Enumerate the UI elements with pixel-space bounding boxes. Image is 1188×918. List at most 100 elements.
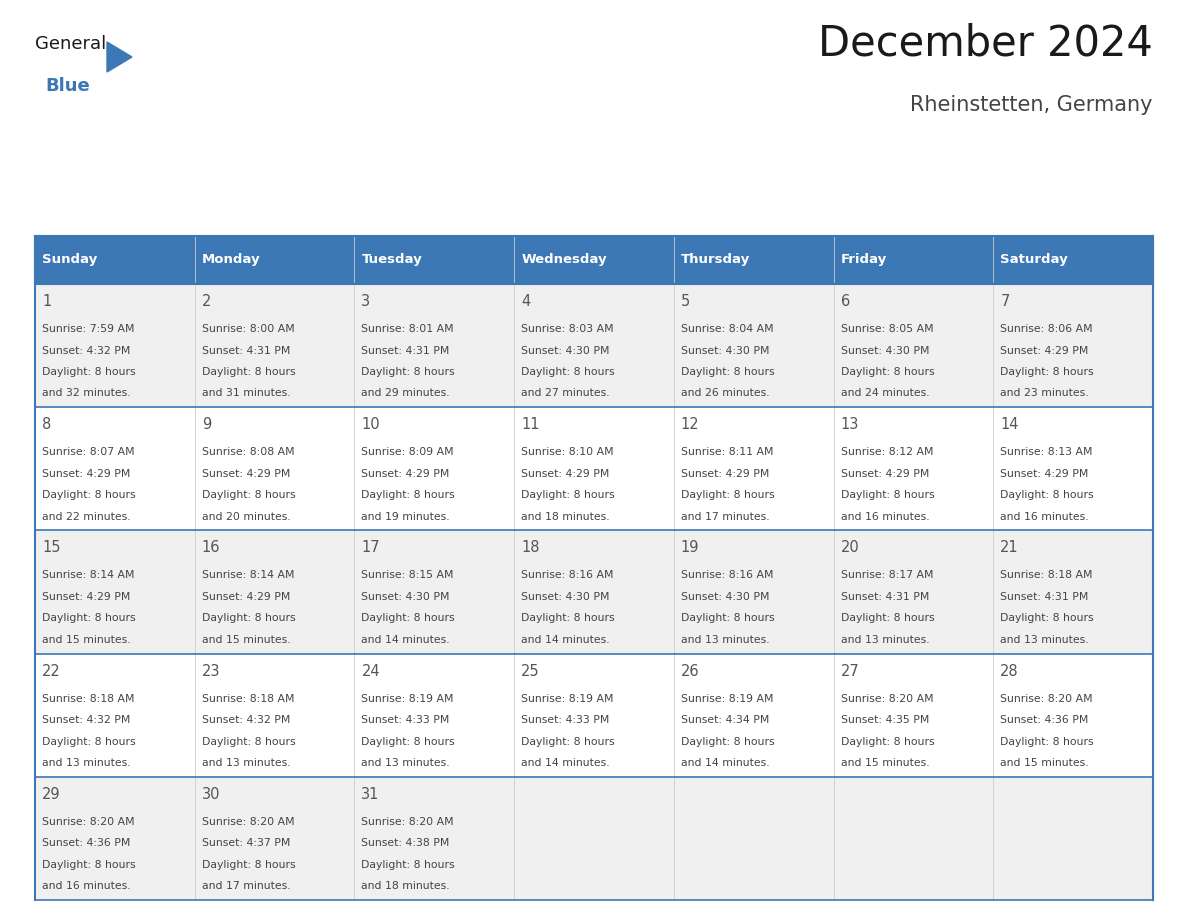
Text: Sunset: 4:29 PM: Sunset: 4:29 PM <box>361 469 450 478</box>
Text: and 15 minutes.: and 15 minutes. <box>42 635 131 645</box>
Text: and 32 minutes.: and 32 minutes. <box>42 388 131 398</box>
Text: Sunrise: 8:07 AM: Sunrise: 8:07 AM <box>42 447 134 457</box>
Text: Wednesday: Wednesday <box>522 253 607 266</box>
Text: Sunrise: 8:19 AM: Sunrise: 8:19 AM <box>361 694 454 703</box>
Text: Sunrise: 8:20 AM: Sunrise: 8:20 AM <box>202 817 295 827</box>
Text: and 13 minutes.: and 13 minutes. <box>841 635 929 645</box>
Text: 8: 8 <box>42 417 51 432</box>
Text: Daylight: 8 hours: Daylight: 8 hours <box>361 613 455 623</box>
Text: Daylight: 8 hours: Daylight: 8 hours <box>841 736 934 746</box>
Text: Rheinstetten, Germany: Rheinstetten, Germany <box>910 95 1154 115</box>
Text: Daylight: 8 hours: Daylight: 8 hours <box>1000 613 1094 623</box>
Text: Blue: Blue <box>45 77 90 95</box>
Bar <box>993 236 1154 284</box>
Text: and 13 minutes.: and 13 minutes. <box>42 758 131 768</box>
Text: Sunset: 4:29 PM: Sunset: 4:29 PM <box>681 469 770 478</box>
Text: and 23 minutes.: and 23 minutes. <box>1000 388 1089 398</box>
Text: 16: 16 <box>202 541 220 555</box>
Text: and 14 minutes.: and 14 minutes. <box>681 758 770 768</box>
Text: Sunrise: 8:17 AM: Sunrise: 8:17 AM <box>841 570 933 580</box>
Bar <box>34 531 1154 654</box>
Text: Sunset: 4:30 PM: Sunset: 4:30 PM <box>841 345 929 355</box>
Bar <box>34 236 195 284</box>
Text: Sunset: 4:31 PM: Sunset: 4:31 PM <box>202 345 290 355</box>
Text: and 22 minutes.: and 22 minutes. <box>42 511 131 521</box>
Text: Daylight: 8 hours: Daylight: 8 hours <box>681 490 775 500</box>
Text: Daylight: 8 hours: Daylight: 8 hours <box>522 367 614 377</box>
Text: Daylight: 8 hours: Daylight: 8 hours <box>202 367 296 377</box>
Text: Daylight: 8 hours: Daylight: 8 hours <box>361 367 455 377</box>
Bar <box>834 236 993 284</box>
Text: Sunset: 4:29 PM: Sunset: 4:29 PM <box>42 469 131 478</box>
Text: Monday: Monday <box>202 253 260 266</box>
Text: and 14 minutes.: and 14 minutes. <box>361 635 450 645</box>
Bar <box>34 654 1154 777</box>
Text: Daylight: 8 hours: Daylight: 8 hours <box>1000 736 1094 746</box>
Bar <box>354 236 514 284</box>
Text: General: General <box>34 35 106 53</box>
Text: Daylight: 8 hours: Daylight: 8 hours <box>42 860 135 869</box>
Text: 24: 24 <box>361 664 380 678</box>
Text: 23: 23 <box>202 664 220 678</box>
Text: Sunrise: 8:11 AM: Sunrise: 8:11 AM <box>681 447 773 457</box>
Text: Daylight: 8 hours: Daylight: 8 hours <box>202 860 296 869</box>
Text: Sunrise: 8:04 AM: Sunrise: 8:04 AM <box>681 324 773 334</box>
Text: Sunset: 4:36 PM: Sunset: 4:36 PM <box>42 838 131 848</box>
Text: and 27 minutes.: and 27 minutes. <box>522 388 609 398</box>
Text: and 17 minutes.: and 17 minutes. <box>681 511 770 521</box>
Text: Sunset: 4:31 PM: Sunset: 4:31 PM <box>841 592 929 602</box>
Text: Daylight: 8 hours: Daylight: 8 hours <box>841 367 934 377</box>
Text: Daylight: 8 hours: Daylight: 8 hours <box>681 613 775 623</box>
Text: Sunset: 4:30 PM: Sunset: 4:30 PM <box>522 592 609 602</box>
Text: Sunset: 4:29 PM: Sunset: 4:29 PM <box>202 469 290 478</box>
Text: and 13 minutes.: and 13 minutes. <box>202 758 290 768</box>
Text: and 15 minutes.: and 15 minutes. <box>841 758 929 768</box>
Text: 2: 2 <box>202 294 211 309</box>
Text: Friday: Friday <box>841 253 886 266</box>
Text: 30: 30 <box>202 787 220 801</box>
Text: Sunrise: 8:16 AM: Sunrise: 8:16 AM <box>681 570 773 580</box>
Text: Sunrise: 8:14 AM: Sunrise: 8:14 AM <box>42 570 134 580</box>
Text: 7: 7 <box>1000 294 1010 309</box>
Text: Daylight: 8 hours: Daylight: 8 hours <box>522 490 614 500</box>
Text: 26: 26 <box>681 664 700 678</box>
Bar <box>674 236 834 284</box>
Text: 20: 20 <box>841 541 859 555</box>
Text: Sunrise: 8:12 AM: Sunrise: 8:12 AM <box>841 447 933 457</box>
Text: and 20 minutes.: and 20 minutes. <box>202 511 290 521</box>
Text: and 16 minutes.: and 16 minutes. <box>42 881 131 891</box>
Text: Sunrise: 8:15 AM: Sunrise: 8:15 AM <box>361 570 454 580</box>
Text: 17: 17 <box>361 541 380 555</box>
Text: Sunrise: 8:09 AM: Sunrise: 8:09 AM <box>361 447 454 457</box>
Text: Daylight: 8 hours: Daylight: 8 hours <box>42 613 135 623</box>
Text: and 16 minutes.: and 16 minutes. <box>841 511 929 521</box>
Text: and 17 minutes.: and 17 minutes. <box>202 881 290 891</box>
Text: and 13 minutes.: and 13 minutes. <box>361 758 450 768</box>
Text: and 18 minutes.: and 18 minutes. <box>522 511 609 521</box>
Text: Sunset: 4:37 PM: Sunset: 4:37 PM <box>202 838 290 848</box>
Text: and 31 minutes.: and 31 minutes. <box>202 388 290 398</box>
Bar <box>34 236 1154 284</box>
Text: 21: 21 <box>1000 541 1019 555</box>
Text: 29: 29 <box>42 787 61 801</box>
Text: and 15 minutes.: and 15 minutes. <box>1000 758 1089 768</box>
Text: and 26 minutes.: and 26 minutes. <box>681 388 770 398</box>
Text: Sunset: 4:29 PM: Sunset: 4:29 PM <box>1000 345 1088 355</box>
Bar <box>34 284 1154 408</box>
Text: Daylight: 8 hours: Daylight: 8 hours <box>42 490 135 500</box>
Text: 14: 14 <box>1000 417 1019 432</box>
Text: Sunrise: 7:59 AM: Sunrise: 7:59 AM <box>42 324 134 334</box>
Text: and 18 minutes.: and 18 minutes. <box>361 881 450 891</box>
Text: Daylight: 8 hours: Daylight: 8 hours <box>361 860 455 869</box>
Text: Sunrise: 8:19 AM: Sunrise: 8:19 AM <box>522 694 614 703</box>
Text: and 29 minutes.: and 29 minutes. <box>361 388 450 398</box>
Text: and 13 minutes.: and 13 minutes. <box>681 635 770 645</box>
Text: Sunset: 4:31 PM: Sunset: 4:31 PM <box>1000 592 1088 602</box>
Text: Daylight: 8 hours: Daylight: 8 hours <box>361 736 455 746</box>
Text: Sunset: 4:29 PM: Sunset: 4:29 PM <box>1000 469 1088 478</box>
Text: Sunrise: 8:20 AM: Sunrise: 8:20 AM <box>1000 694 1093 703</box>
Text: Daylight: 8 hours: Daylight: 8 hours <box>42 736 135 746</box>
Text: Daylight: 8 hours: Daylight: 8 hours <box>841 490 934 500</box>
Text: Sunset: 4:34 PM: Sunset: 4:34 PM <box>681 715 770 725</box>
Text: Sunrise: 8:13 AM: Sunrise: 8:13 AM <box>1000 447 1093 457</box>
